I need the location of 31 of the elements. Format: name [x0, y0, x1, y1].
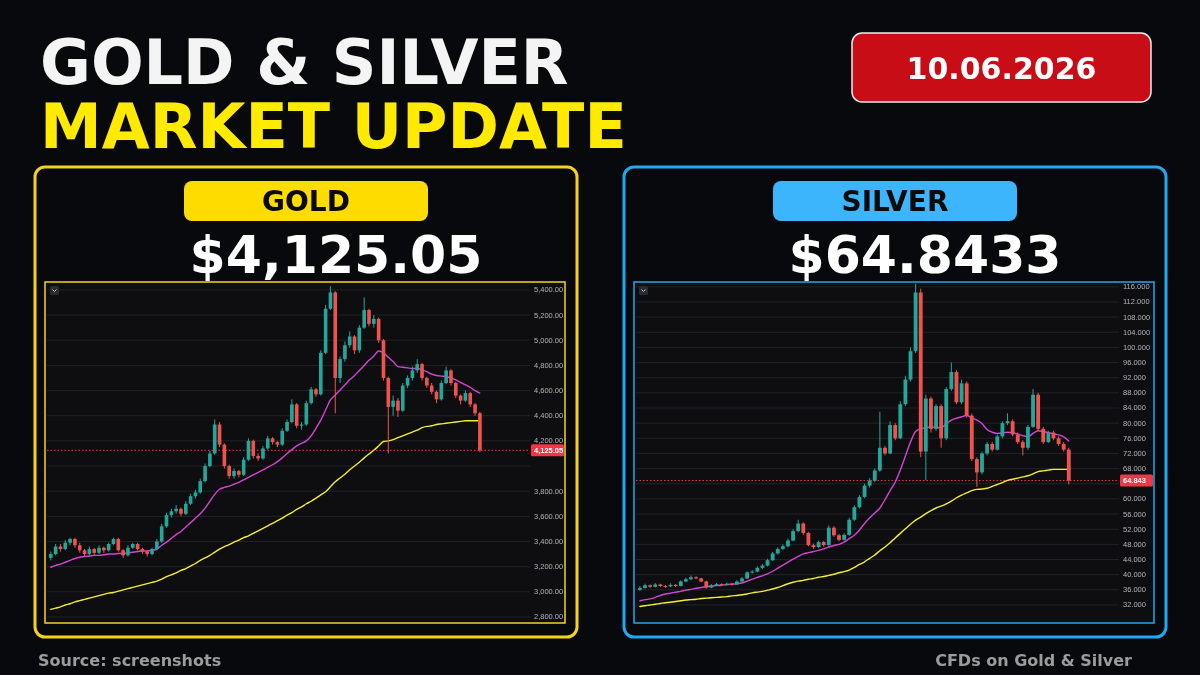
candlestick	[343, 340, 347, 363]
candlestick	[934, 403, 938, 432]
candlestick	[391, 395, 395, 417]
line-series	[50, 420, 481, 611]
candlestick	[949, 362, 954, 392]
candlestick	[980, 451, 984, 475]
text: 10.06.2026	[906, 50, 1097, 86]
candlestick	[232, 468, 236, 480]
line-series	[50, 350, 481, 568]
candlestick	[126, 544, 130, 558]
candlestick	[251, 439, 256, 459]
candlestick	[780, 543, 785, 551]
candlestick	[826, 524, 831, 547]
chart-subtitle: $4,125.05	[189, 225, 483, 285]
chart-title: SILVER	[841, 184, 949, 218]
candlestick	[203, 463, 207, 483]
candlestick	[638, 585, 642, 592]
candlestick	[159, 523, 164, 544]
candlestick	[338, 356, 342, 384]
candlestick	[1026, 424, 1030, 451]
candlestick	[689, 574, 693, 581]
line-series	[639, 414, 1070, 602]
chart-subtitle: $64.8433	[788, 225, 1062, 285]
text: CFDs on Gold & Silver	[935, 651, 1133, 670]
candlestick	[974, 456, 979, 488]
candlestick	[362, 296, 366, 330]
candlestick	[290, 398, 294, 424]
source-note: Source: screenshots	[38, 651, 222, 670]
chart-title: GOLD	[262, 184, 350, 218]
candlestick	[877, 411, 882, 473]
candlestick	[396, 397, 400, 418]
